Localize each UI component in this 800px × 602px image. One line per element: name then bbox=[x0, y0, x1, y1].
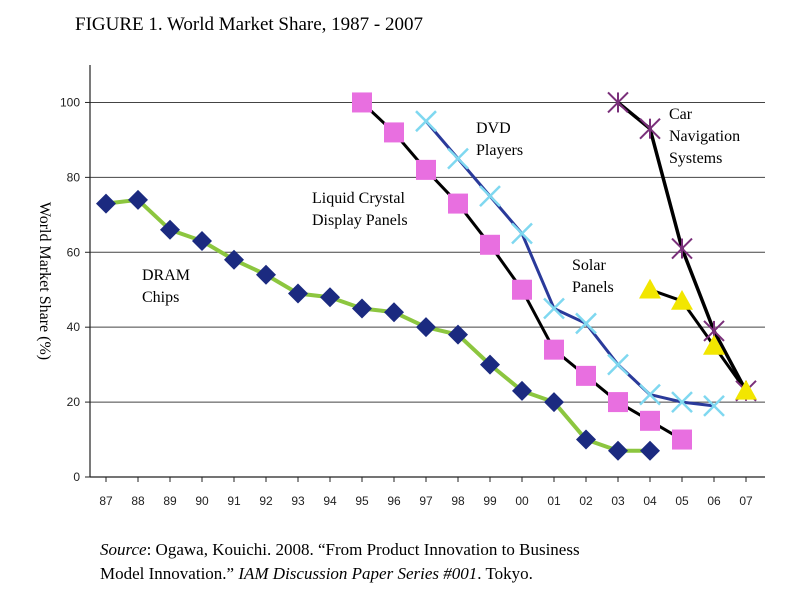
series-label-3: Car Navigation Systems bbox=[669, 106, 740, 167]
series-0-point-98 bbox=[448, 324, 468, 345]
x-tick-label-96: 96 bbox=[387, 494, 401, 508]
series-4-point-05 bbox=[671, 289, 693, 310]
series-2-point-01 bbox=[543, 297, 565, 320]
x-tick-label-02: 02 bbox=[579, 494, 593, 508]
series-0-point-90 bbox=[192, 231, 212, 252]
x-tick-label-99: 99 bbox=[483, 494, 497, 508]
series-1-point-00 bbox=[512, 279, 532, 300]
source-citation: Source: Ogawa, Kouichi. 2008. “From Prod… bbox=[100, 538, 580, 586]
source-text-2b: . Tokyo. bbox=[477, 564, 533, 583]
series-0-point-91 bbox=[224, 249, 244, 270]
series-line-0 bbox=[105, 197, 650, 453]
series-0-point-92 bbox=[256, 264, 276, 285]
x-tick-label-04: 04 bbox=[643, 494, 657, 508]
series-2-point-06 bbox=[703, 394, 725, 417]
source-text-1: : Ogawa, Kouichi. 2008. “From Product In… bbox=[146, 540, 580, 559]
series-0-point-88 bbox=[128, 189, 148, 210]
series-0-point-94 bbox=[320, 287, 340, 308]
series-2-point-05 bbox=[671, 391, 693, 413]
series-0-point-04 bbox=[640, 440, 660, 461]
x-tick-label-00: 00 bbox=[515, 494, 529, 508]
series-2-point-99 bbox=[479, 185, 501, 207]
x-tick-label-94: 94 bbox=[323, 494, 337, 508]
x-tick-label-03: 03 bbox=[611, 494, 625, 508]
chart-title: FIGURE 1. World Market Share, 1987 - 200… bbox=[75, 14, 423, 35]
series-1-point-04 bbox=[640, 410, 660, 431]
x-tick-label-98: 98 bbox=[451, 494, 465, 508]
x-tick-label-91: 91 bbox=[227, 494, 241, 508]
series-0-point-01 bbox=[544, 392, 564, 413]
series-1-point-01 bbox=[544, 339, 564, 360]
series-label-0: DRAM Chips bbox=[142, 267, 190, 306]
series-2-point-97 bbox=[415, 110, 437, 133]
source-line-1: Source: Ogawa, Kouichi. 2008. “From Prod… bbox=[100, 538, 580, 562]
series-2-point-00 bbox=[511, 222, 533, 245]
series-line-4 bbox=[649, 288, 748, 392]
source-label: Source bbox=[100, 540, 147, 559]
x-tick-label-89: 89 bbox=[163, 494, 177, 508]
source-italic: IAM Discussion Paper Series #001 bbox=[238, 564, 478, 583]
series-1-point-95 bbox=[352, 92, 372, 113]
x-tick-label-05: 05 bbox=[675, 494, 689, 508]
source-line-2: Model Innovation.” IAM Discussion Paper … bbox=[100, 562, 580, 586]
x-tick-label-88: 88 bbox=[131, 494, 145, 508]
series-4-point-07 bbox=[735, 379, 757, 400]
series-1-point-96 bbox=[384, 122, 404, 143]
y-axis-label: World Market Share (%) bbox=[36, 202, 53, 360]
source-text-2a: Model Innovation.” bbox=[100, 564, 239, 583]
x-tick-label-01: 01 bbox=[547, 494, 561, 508]
series-2-point-04 bbox=[639, 383, 661, 406]
series-0-point-02 bbox=[576, 429, 596, 450]
series-1-point-03 bbox=[608, 392, 628, 413]
series-4-point-06 bbox=[703, 334, 725, 355]
x-tick-label-06: 06 bbox=[707, 494, 721, 508]
series-0-point-03 bbox=[608, 440, 628, 461]
series-0-point-96 bbox=[384, 302, 404, 323]
series-1-point-98 bbox=[448, 193, 468, 214]
x-tick-label-97: 97 bbox=[419, 494, 433, 508]
series-line-2 bbox=[424, 120, 715, 408]
x-tick-label-90: 90 bbox=[195, 494, 209, 508]
series-1-point-97 bbox=[416, 159, 436, 180]
series-2-point-98 bbox=[447, 147, 469, 170]
x-tick-label-87: 87 bbox=[99, 494, 113, 508]
y-tick-label-20: 20 bbox=[67, 395, 81, 409]
series-1-point-05 bbox=[672, 429, 692, 450]
y-tick-label-60: 60 bbox=[67, 245, 81, 259]
series-label-2: DVD Players bbox=[476, 120, 523, 159]
x-tick-label-93: 93 bbox=[291, 494, 305, 508]
x-tick-label-95: 95 bbox=[355, 494, 369, 508]
series-3-point-04 bbox=[639, 117, 661, 140]
series-0-point-95 bbox=[352, 298, 372, 319]
series-4-point-04 bbox=[639, 278, 661, 299]
series-0-point-93 bbox=[288, 283, 308, 304]
x-tick-label-07: 07 bbox=[739, 494, 753, 508]
series-1-point-99 bbox=[480, 234, 500, 255]
series-3-point-03 bbox=[607, 91, 629, 114]
series-0-point-87 bbox=[96, 193, 116, 214]
series-3-point-05 bbox=[671, 237, 693, 260]
series-1-point-02 bbox=[576, 365, 596, 386]
y-tick-label-40: 40 bbox=[67, 320, 81, 334]
series-0-point-99 bbox=[480, 354, 500, 375]
series-0-point-00 bbox=[512, 380, 532, 401]
series-2-point-03 bbox=[607, 353, 629, 376]
series-2-point-02 bbox=[575, 312, 597, 335]
series-0-point-89 bbox=[160, 219, 180, 240]
series-label-1: Liquid Crystal Display Panels bbox=[312, 190, 408, 229]
series-label-4: Solar Panels bbox=[572, 257, 614, 296]
x-tick-label-92: 92 bbox=[259, 494, 273, 508]
y-tick-label-0: 0 bbox=[73, 470, 80, 484]
series-0-point-97 bbox=[416, 317, 436, 338]
y-tick-label-80: 80 bbox=[67, 170, 81, 184]
y-tick-label-100: 100 bbox=[60, 95, 80, 109]
